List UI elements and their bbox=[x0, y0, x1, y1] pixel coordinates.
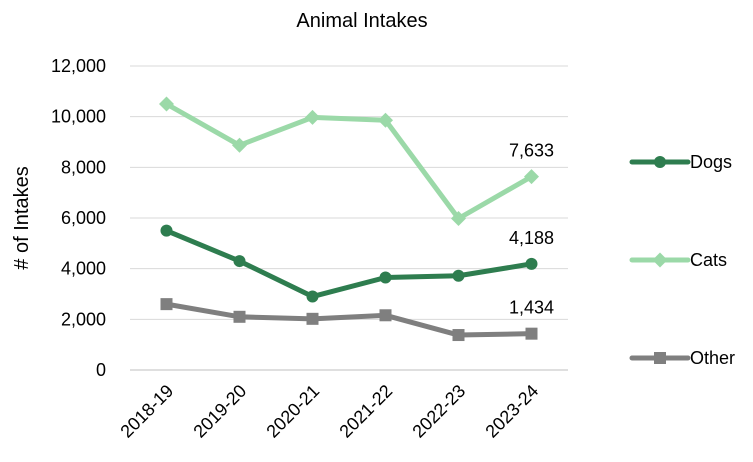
data-point-dogs bbox=[160, 224, 173, 237]
legend-layer: Dogs Cats Other bbox=[629, 152, 735, 368]
legend-marker-dogs bbox=[654, 156, 666, 168]
y-axis-label: # of Intakes bbox=[11, 166, 33, 269]
data-point-other bbox=[160, 298, 173, 311]
x-tick-label: 2018-19 bbox=[116, 381, 177, 442]
label-layer: 4,188 7,633 1,434 bbox=[509, 141, 554, 318]
axis-layer: 0 2,000 4,000 6,000 8,000 10,000 12,000 2018-19… bbox=[51, 56, 542, 442]
data-point-cats bbox=[524, 169, 539, 185]
x-tick-label: 2022-23 bbox=[408, 381, 469, 442]
legend-label-other: Other bbox=[690, 348, 735, 368]
series-line-cats bbox=[164, 101, 534, 222]
data-point-dogs bbox=[525, 257, 538, 270]
series-layer bbox=[159, 96, 539, 342]
data-point-cats bbox=[378, 112, 393, 128]
data-point-cats bbox=[305, 109, 320, 125]
data-label-other: 1,434 bbox=[509, 298, 554, 318]
data-point-other bbox=[525, 327, 538, 340]
grid-layer bbox=[130, 65, 568, 371]
data-point-cats bbox=[232, 137, 247, 153]
data-point-dogs bbox=[452, 269, 465, 282]
x-tick-label: 2023-24 bbox=[481, 381, 542, 442]
y-tick-label: 0 bbox=[96, 360, 106, 380]
data-label-cats: 7,633 bbox=[509, 141, 554, 161]
y-tick-label: 4,000 bbox=[61, 259, 106, 279]
data-point-cats bbox=[451, 211, 466, 227]
y-tick-label: 6,000 bbox=[61, 208, 106, 228]
data-point-cats bbox=[159, 96, 174, 112]
data-label-dogs: 4,188 bbox=[509, 228, 554, 248]
x-tick-label: 2020-21 bbox=[262, 381, 323, 442]
data-point-other bbox=[233, 310, 246, 323]
series-line-dogs bbox=[164, 228, 534, 300]
series-line-other bbox=[164, 301, 534, 338]
x-tick-label: 2021-22 bbox=[335, 381, 396, 442]
legend-marker-cats bbox=[652, 252, 668, 268]
data-point-other bbox=[306, 312, 319, 325]
legend-label-cats: Cats bbox=[690, 250, 727, 270]
x-tick-label: 2019-20 bbox=[189, 381, 250, 442]
chart-title: Animal Intakes bbox=[296, 10, 427, 32]
y-tick-label: 8,000 bbox=[61, 157, 106, 177]
y-tick-label: 2,000 bbox=[61, 309, 106, 329]
legend-marker-other bbox=[654, 352, 666, 364]
data-point-dogs bbox=[379, 271, 392, 284]
y-tick-label: 10,000 bbox=[51, 107, 106, 127]
data-point-dogs bbox=[306, 290, 319, 303]
data-point-other bbox=[452, 329, 465, 342]
legend-label-dogs: Dogs bbox=[690, 152, 732, 172]
y-tick-label: 12,000 bbox=[51, 56, 106, 76]
data-point-other bbox=[379, 309, 392, 322]
data-point-dogs bbox=[233, 255, 246, 268]
